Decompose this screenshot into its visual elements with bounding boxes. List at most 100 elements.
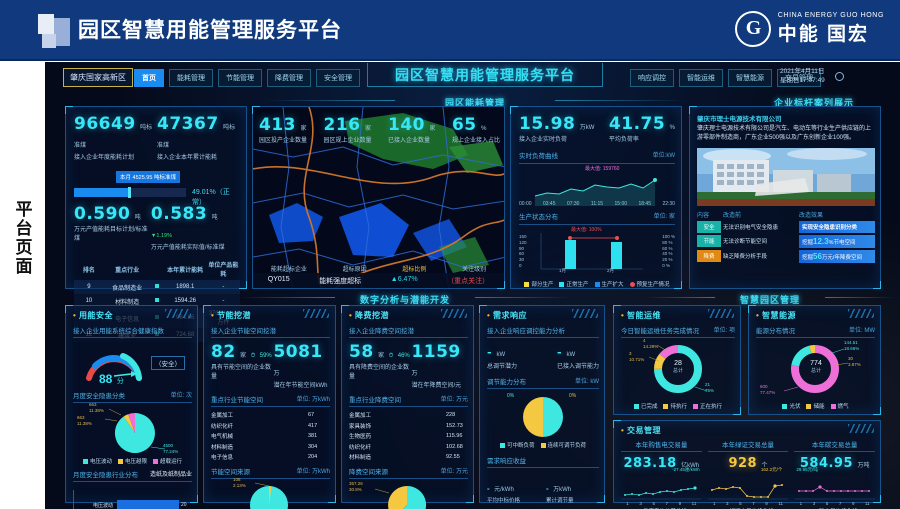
ops-label-0: 4 14.29% (643, 338, 659, 349)
panel-fee-saving: 降费挖潜 接入企业降费空间挖潜 58 家 ⏱ 46% 具有降费空间的企业数量 1… (341, 305, 474, 509)
banner-smartpark-text: 智慧园区管理 (739, 295, 800, 305)
saving-unit3: 单位: 万kWh (296, 469, 330, 475)
alert-h2: 超标比例 (402, 267, 427, 273)
banner-analysis-text: 数字分析与潜能开发 (359, 295, 450, 305)
panel-park-map[interactable]: 413 家 园区投产企业数量 216 家 园区规上企业数量 140 家 已接入企… (252, 106, 505, 289)
fee-sub2: 重点行业降费空间 (349, 397, 401, 404)
demand-panel-title: 需求响应 (487, 310, 527, 321)
prod-x1: 2月 (607, 268, 615, 273)
saving-sub2: 重点行业节能空间 (211, 397, 263, 404)
fee-pie-label-0: 357.26 30.8% (349, 481, 363, 492)
prod-legend: 部分生产 正常生产 生产扩大 预复生产情况 (519, 280, 675, 288)
trade-panel-title: 交易管理 (621, 425, 661, 436)
smart-energy-donut-value: 774 (810, 360, 822, 367)
nav-item-home[interactable]: 首页 (134, 69, 164, 87)
smart-energy-label-2: 600 77.47% (760, 384, 776, 395)
region-selector[interactable]: 肇庆国家高新区 (63, 68, 133, 87)
load-curve-unit: 单位:kW (652, 153, 675, 159)
nav-item-energy[interactable]: 能耗管理 (169, 69, 213, 87)
park-map[interactable] (253, 107, 504, 288)
saving-pie-label-0: 108 2.13% (233, 477, 246, 488)
banner-smartpark: 智慧园区管理 (645, 290, 895, 305)
power-icon[interactable] (835, 72, 844, 81)
smart-energy-label-0: 144.51 18.66% (844, 340, 860, 351)
demand-sub1: 接入企业响应调控能力分析 (487, 325, 599, 338)
energy-progress-label: 49.01%（正常） (192, 189, 230, 206)
demand-sub3: 需求响应收益 (487, 455, 599, 468)
case-after-2: 挖掘56万元/年降费空间 (799, 249, 875, 263)
dashboard-nav: 肇庆国家高新区 首页 能耗管理 节能管理 降费管理 安全管理 园区智慧用能管理服… (45, 62, 900, 92)
table-row[interactable]: 9 食品制造业 1898.1 - (74, 280, 240, 294)
hbar-row: 纺织化纤 102.68 (349, 443, 463, 451)
map-stat-2: 140 家 已接入企业数量 (388, 115, 436, 144)
energy-stat-target-unit: 吨 (134, 215, 141, 221)
case-tag-1: 节能 (697, 235, 721, 248)
case-th-2: 改造效果 (799, 212, 824, 219)
page-title: 园区智慧用能管理服务平台 (78, 19, 342, 42)
prod-max-label: 最大值: 100% (571, 227, 602, 233)
case-photo (697, 147, 875, 206)
alert-ratio: ▲6.47% (390, 275, 418, 283)
energy-stat-real-caption: 万元产值能耗实际值/标准煤 (150, 245, 225, 251)
map-stats: 413 家 园区投产企业数量 216 家 园区规上企业数量 140 家 已接入企… (259, 115, 500, 144)
load-stat-realtime: 15.98 万kW 接入企业实时负荷 (519, 114, 595, 143)
trade-card-2-title: 本年碳交易总量 (794, 439, 876, 452)
nav-item-saving[interactable]: 节能管理 (218, 69, 262, 87)
side-label: 平台页面 (15, 200, 33, 277)
safety-unit2: 单位: 次 (170, 393, 192, 399)
ops-donut-label: 总计 (672, 368, 683, 374)
hbar-row: 材料制造 92.55 (349, 454, 460, 461)
case-row: 节能 无法诊断节能空间 挖掘12.3%节电空间 (697, 234, 875, 248)
nav-item-fee[interactable]: 降费管理 (267, 69, 311, 87)
alert-level: （重点关注） (447, 277, 490, 285)
case-tag-0: 安全 (697, 220, 721, 233)
fee-sub1: 接入企业降费空间挖潜 (349, 325, 468, 338)
map-alert-strip: 能耗超标企业 超标原因 超标比例 关注级别 QY015 能耗强度超标 ▲6.47… (253, 264, 504, 288)
ops-legend: 已完成 待执行 正在执行 (621, 402, 735, 410)
nav-item-trade[interactable]: 交易管理 (777, 69, 821, 87)
fee-panel-title: 降费挖潜 (349, 310, 389, 321)
energy-stat-actual: 47367 吨标准煤 接入企业本年累计能耗 (157, 114, 240, 161)
demand-kpi-1: - 万kWh 累计调节量 (546, 484, 574, 504)
map-stat-1: 216 家 园区规上企业数量 (323, 115, 372, 144)
energy-stat-actual-unit: 吨标准煤 (157, 125, 236, 149)
alert-h0: 能耗超标企业 (270, 267, 307, 273)
panel-demand-response: 需求响应 接入企业响应调控能力分析 - kW 总调节潜力 - kW 已接入调节能… (479, 305, 605, 504)
energy-stat-plan-unit: 吨标准煤 (74, 125, 153, 149)
hbar-row: 纺织化纤 417 (211, 422, 318, 430)
prod-title: 生产状态分布 (519, 214, 558, 221)
dashboard: 肇庆国家高新区 首页 能耗管理 节能管理 降费管理 安全管理 园区智慧用能管理服… (45, 62, 900, 509)
trade-card-0-value: 283.18 (623, 456, 677, 471)
load-curve-max-label: 最大值: 159760 (585, 166, 620, 172)
demand-pie-label-0: 0% (507, 393, 515, 399)
ops-unit1: 单位: 项 (713, 328, 735, 334)
alert-company: QY015 (267, 275, 290, 283)
map-graphic (253, 107, 504, 288)
hbar-row: 生物医药 115.96 (349, 433, 463, 440)
saving-stat-count: 82 家 ⏱ 59% 具有节能空间的企业数量 (211, 342, 272, 380)
saving-sub3: 节能空间来源 (211, 469, 250, 476)
nav-item-ops[interactable]: 智能运维 (679, 69, 723, 87)
nav-item-safety[interactable]: 安全管理 (316, 69, 360, 87)
energy-stat-plan: 96649 吨标准煤 接入企业年度能耗计划 (74, 114, 157, 161)
banner-enterprise-text: 企业标杆案列展示 (773, 98, 854, 108)
hbar-row: 金属加工 67 (211, 412, 315, 419)
nav-item-response[interactable]: 响应调控 (630, 69, 674, 87)
gauge-status: （安全） (151, 356, 185, 370)
smart-energy-donut-chart: 774 总计 144.51 18.66% 30 3.87% 600 77.47% (756, 338, 875, 404)
ops-donut-chart: 28 总计 4 14.29% 3 10.71% 21 75% (621, 338, 735, 404)
health-gauge: 88 分 （安全） (73, 340, 192, 388)
safety-sub3-right: 造纸及纸制品业 (149, 472, 192, 478)
energy-progress: 本月 4525.95 吨标准煤 49.01%（正常） (74, 171, 240, 206)
saving-unit2: 单位: 万kWh (296, 397, 330, 403)
case-company-desc: 肇庆理士电源技术有限公司是汽车、电动车等行业生产供应链的上游零部件制造商，广东企… (697, 126, 872, 142)
status-dot-icon (150, 294, 163, 308)
banner-enterprise: 企业标杆案列展示 (733, 93, 895, 108)
nav-item-smart-energy[interactable]: 智慧能源 (728, 69, 772, 87)
case-table: 内容 改造前 改造效果 安全 无法识别电气安全隐患 实现安全隐患识别分类 节能 … (697, 210, 875, 263)
fee-stat-potential: 1159 万 潜在年降费空间/元 (411, 342, 462, 389)
table-row[interactable]: 10 材料制造 1594.26 - (74, 294, 240, 308)
